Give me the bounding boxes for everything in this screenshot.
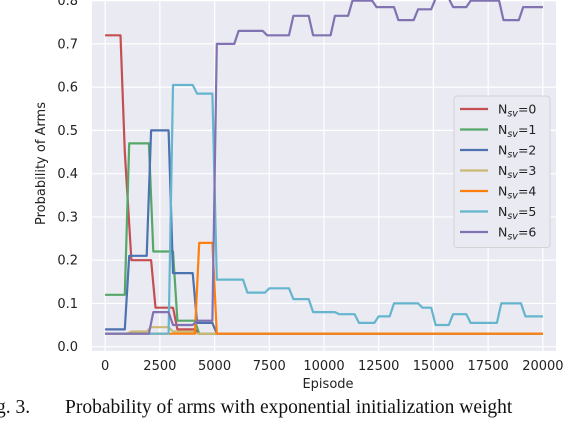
x-tick-label: 7500 [253,359,286,374]
x-tick-label: 10000 [303,359,344,374]
y-tick-label: 0.2 [57,254,78,269]
x-tick-label: 0 [101,359,109,374]
y-tick-label: 0.7 [57,37,78,52]
x-tick-label: 15000 [413,359,454,374]
legend-label: Nsv=5 [498,204,536,222]
legend-box [453,95,551,248]
y-tick-label: 0.0 [57,340,78,355]
legend-label: Nsv=4 [498,184,536,202]
legend-label: Nsv=0 [498,102,536,120]
series-line-nsv6 [105,0,543,335]
x-tick-label: 5000 [198,359,231,374]
series-line-nsv5 [105,83,543,335]
y-tick-label: 0.3 [57,210,78,225]
x-tick-label: 17500 [467,359,508,374]
legend-label: Nsv=2 [498,143,536,161]
y-tick-label: 0.4 [57,167,78,182]
y-tick-label: 0.8 [57,0,78,9]
series-line-nsv0 [105,34,543,335]
y-axis-label: Probability of Arms [34,102,49,225]
figure-caption: g. 3. Probability of arms with exponenti… [0,393,588,426]
x-tick-label: 2500 [143,359,176,374]
y-tick-label: 0.1 [57,297,78,312]
series-line-nsv1 [105,142,543,335]
caption-text: Probability of arms with exponential ini… [65,397,513,418]
legend-label: Nsv=6 [498,225,536,243]
line-chart: 0 2500 5000 7500 10000 12500 15000 17500 20000 0.… [34,0,564,392]
legend-label: Nsv=1 [498,122,536,140]
legend-label: Nsv=3 [498,163,536,181]
x-axis-label: Episode [302,377,353,392]
x-tick-label: 12500 [358,359,399,374]
caption-prefix: g. 3. [0,397,31,418]
y-tick-label: 0.5 [57,124,78,139]
x-tick-label: 20000 [522,359,563,374]
y-tick-label: 0.6 [57,81,78,96]
